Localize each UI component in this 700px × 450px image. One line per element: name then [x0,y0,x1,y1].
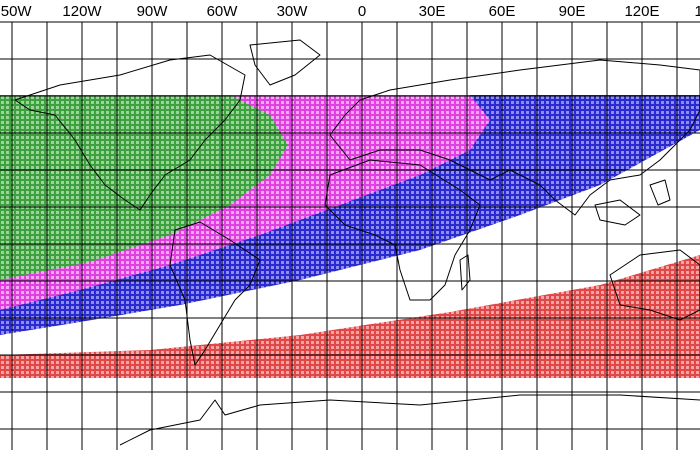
madagascar [459,254,471,291]
indonesia [594,179,671,226]
longitude-label: 120E [624,3,659,20]
longitude-label: 30W [277,3,309,20]
eurasia [329,59,700,216]
longitude-label: 60W [207,3,239,20]
north-america [14,54,246,211]
longitude-label: 60E [489,3,516,20]
greenland [249,39,321,86]
longitude-label: 150E [694,3,700,20]
australia [609,249,700,321]
longitude-labels: 150W 120W 90W 60W 30W 0 30E 60E 90E 120E 150E [0,3,700,20]
longitude-label: 90W [137,3,169,20]
green-region [0,95,288,280]
graticule [0,21,700,450]
shaded-regions [0,95,700,378]
longitude-label: 150W [0,3,32,20]
coastlines [14,39,700,446]
south-america [169,221,261,366]
longitude-label: 0 [358,3,366,20]
red-region [0,255,700,378]
longitude-label: 30E [419,3,446,20]
africa [324,159,481,301]
longitude-label: 90E [559,3,586,20]
antarctica [119,394,700,446]
longitude-label: 120W [62,3,102,20]
